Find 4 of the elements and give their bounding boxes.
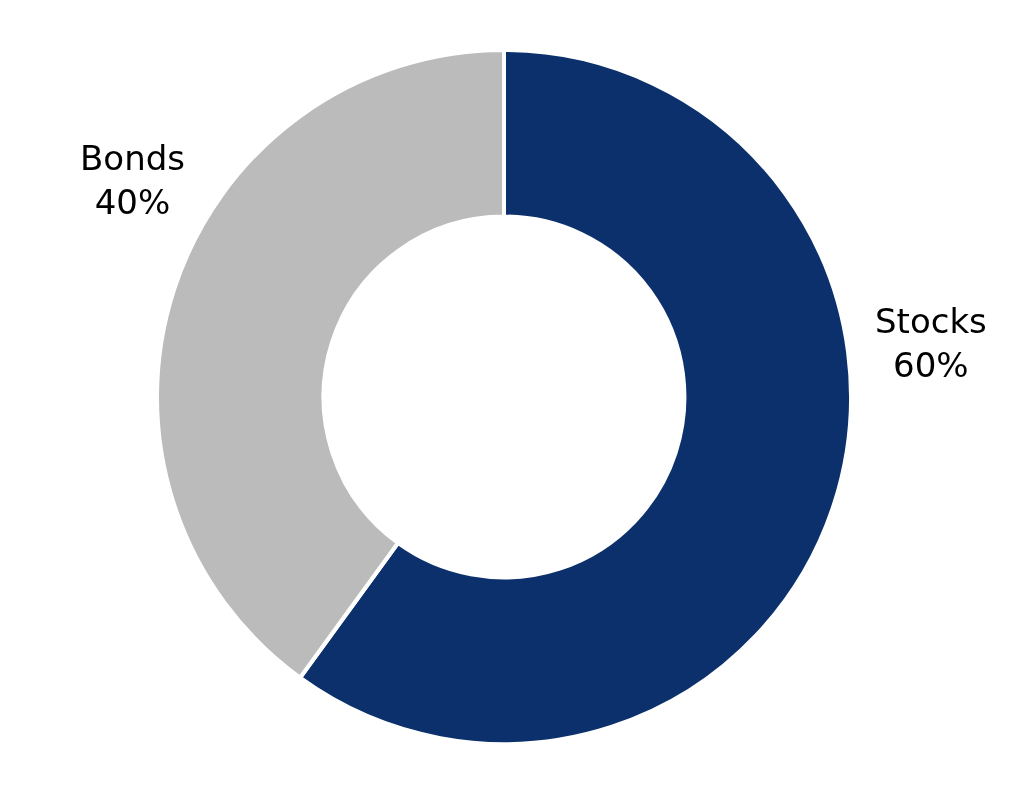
slice-label: Stocks <box>875 301 987 341</box>
data-label: 60% <box>893 345 969 386</box>
slice-label: Bonds <box>80 138 185 178</box>
data-label: 40% <box>94 182 171 223</box>
